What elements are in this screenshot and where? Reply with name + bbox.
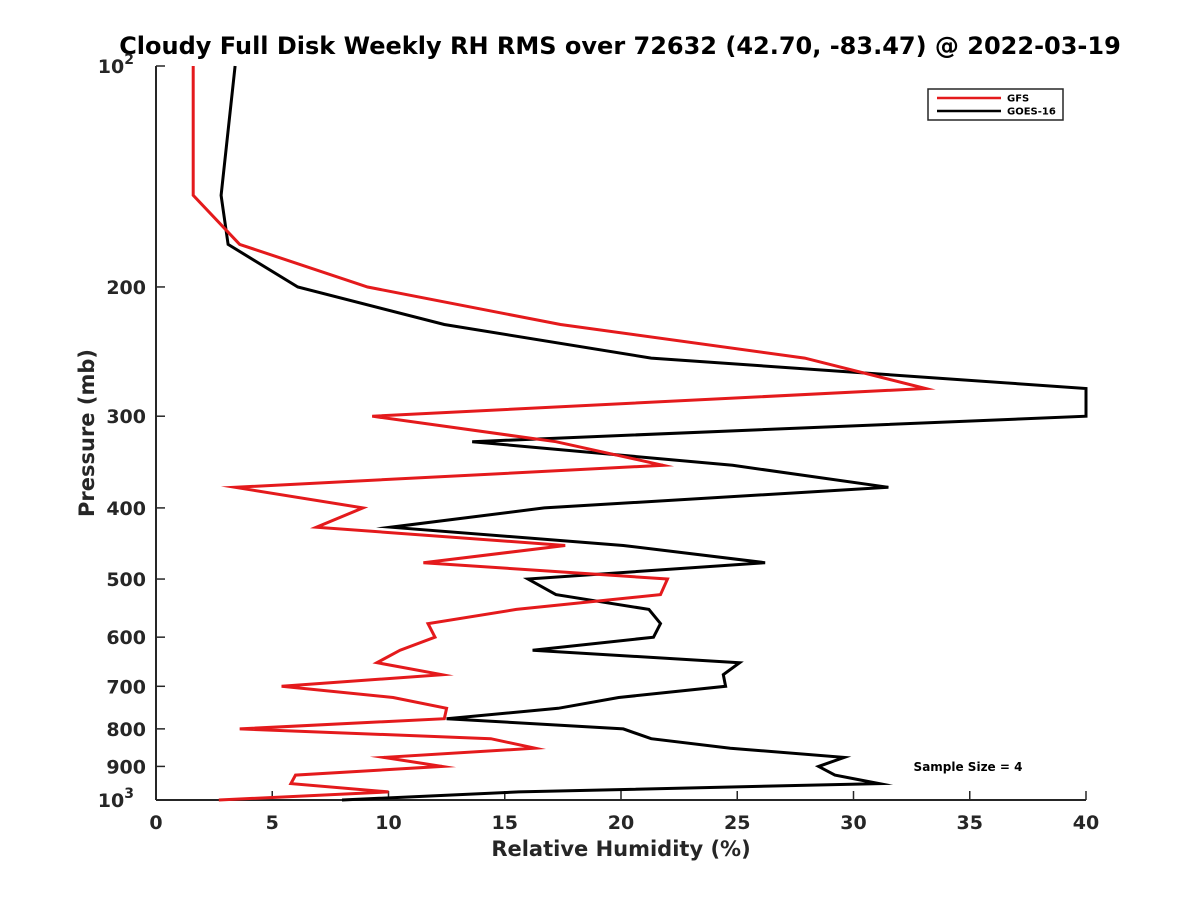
legend-entry-label: GFS <box>1007 94 1029 105</box>
y-axis-label: Pressure (mb) <box>75 349 99 517</box>
plot-area <box>155 66 1086 801</box>
y-tick-label: 800 <box>106 719 146 741</box>
x-tick-label: 35 <box>957 812 983 834</box>
y-axis-ticks: 102 200 300 400 500 600 700 800 900 103 <box>98 52 165 812</box>
x-tick-label: 15 <box>492 812 518 834</box>
x-axis-label: Relative Humidity (%) <box>491 837 750 861</box>
x-tick-label: 5 <box>266 812 279 834</box>
y-tick-label: 300 <box>106 406 146 428</box>
x-tick-label: 25 <box>724 812 750 834</box>
x-tick-label: 0 <box>149 812 162 834</box>
x-axis-ticks: 0 5 10 15 20 25 30 35 40 <box>149 791 1099 834</box>
legend-entry-label: GOES-16 <box>1007 107 1056 118</box>
sample-size-note: Sample Size = 4 <box>914 760 1023 774</box>
y-tick-label: 200 <box>106 277 146 299</box>
y-tick-label: 500 <box>106 569 146 591</box>
y-tick-label: 900 <box>106 756 146 778</box>
legend: GFS GOES-16 <box>927 88 1064 121</box>
y-tick-label: 400 <box>106 498 146 520</box>
y-tick-label: 600 <box>106 627 146 649</box>
y-tick-label: 700 <box>106 676 146 698</box>
x-tick-label: 30 <box>840 812 866 834</box>
series-line-gfs <box>191 66 936 802</box>
y-tick-label: 102 <box>98 52 134 78</box>
y-tick-label: 103 <box>98 786 134 812</box>
series-lines <box>191 65 1088 802</box>
x-tick-label: 20 <box>608 812 634 834</box>
legend-box <box>927 88 1064 121</box>
series-line-goes-16 <box>219 65 1088 802</box>
x-tick-label: 40 <box>1073 812 1099 834</box>
chart-title: Cloudy Full Disk Weekly RH RMS over 7263… <box>119 32 1121 60</box>
x-tick-label: 10 <box>375 812 401 834</box>
